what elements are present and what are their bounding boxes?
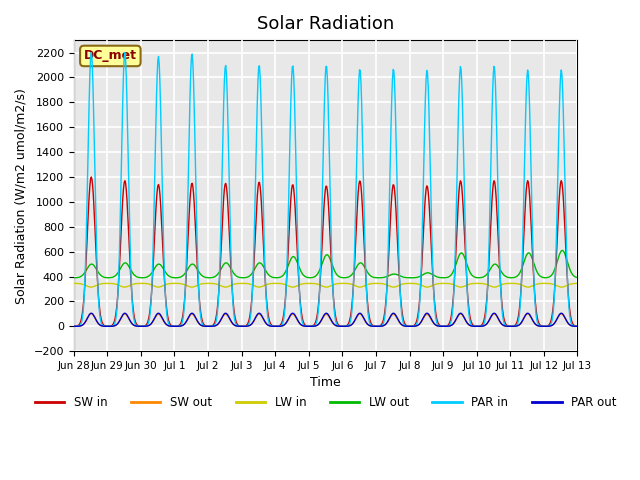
- Legend: SW in, SW out, LW in, LW out, PAR in, PAR out: SW in, SW out, LW in, LW out, PAR in, PA…: [30, 391, 621, 414]
- Title: Solar Radiation: Solar Radiation: [257, 15, 394, 33]
- X-axis label: Time: Time: [310, 376, 341, 389]
- Y-axis label: Solar Radiation (W/m2 umol/m2/s): Solar Radiation (W/m2 umol/m2/s): [15, 88, 28, 303]
- Text: DC_met: DC_met: [84, 49, 137, 62]
